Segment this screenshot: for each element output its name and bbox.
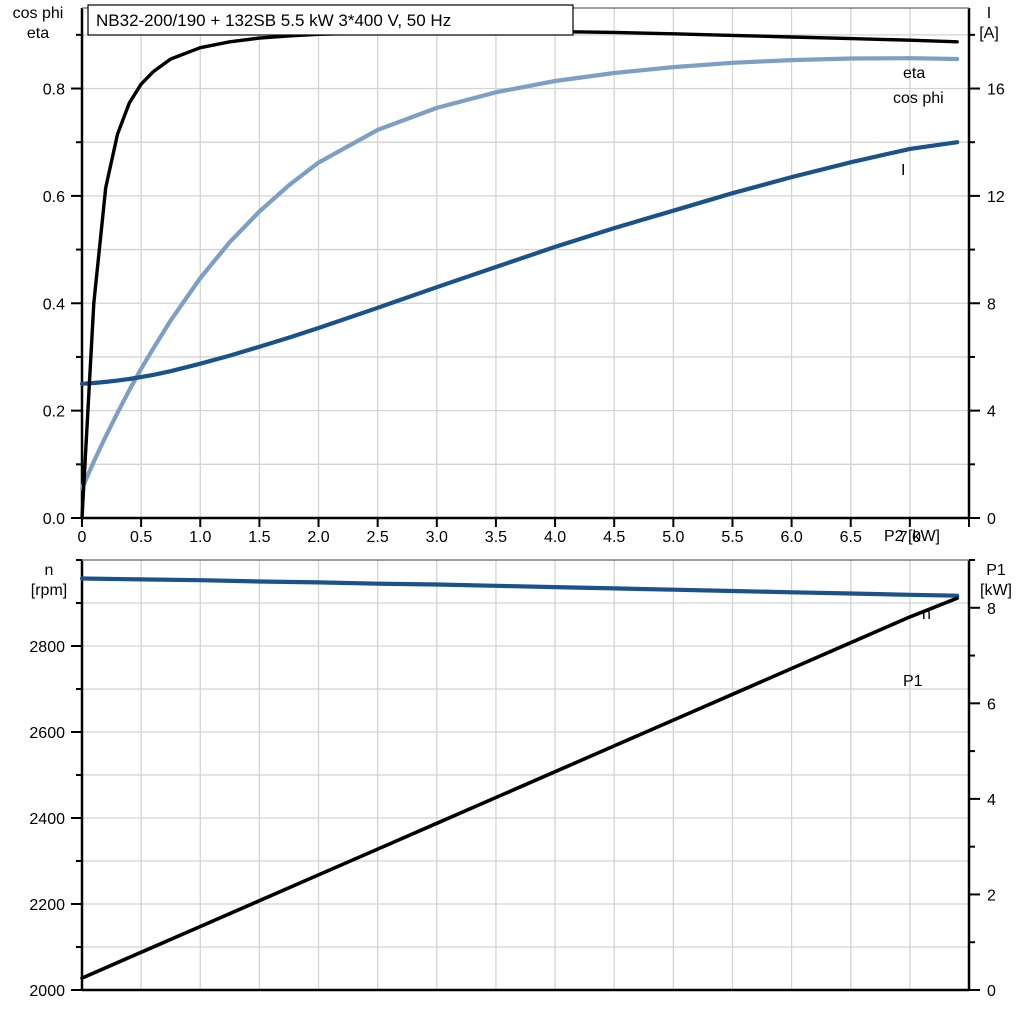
- bottom-chart-ticks: [71, 559, 980, 991]
- svg-text:4: 4: [987, 792, 996, 809]
- svg-text:0: 0: [78, 529, 87, 545]
- svg-text:0.0: 0.0: [43, 511, 65, 528]
- eta-curve: [80, 29, 959, 520]
- svg-text:2: 2: [987, 887, 996, 904]
- cos-phi-curve-label: cos phi: [893, 90, 944, 107]
- svg-text:5.0: 5.0: [662, 529, 684, 545]
- top-right-axis-title-line1: I: [987, 5, 991, 22]
- svg-text:0.6: 0.6: [43, 189, 65, 206]
- svg-text:2200: 2200: [29, 897, 65, 914]
- svg-text:4: 4: [987, 404, 996, 421]
- speed-curve: [79, 576, 960, 598]
- top-left-axis-title-line1: cos phi: [13, 5, 64, 22]
- top-right-axis-title-line2: [A]: [979, 25, 999, 42]
- svg-text:0.4: 0.4: [43, 296, 65, 313]
- svg-text:7.0: 7.0: [899, 529, 921, 545]
- svg-text:0.5: 0.5: [130, 529, 152, 545]
- svg-text:12: 12: [987, 189, 1005, 206]
- svg-text:8: 8: [987, 296, 996, 313]
- bottom-left-axis-title-line1: n: [45, 562, 54, 579]
- power-input-curve: [80, 596, 960, 980]
- svg-text:2.5: 2.5: [367, 529, 389, 545]
- top-chart-svg: cos phi eta I [A] P2 [kW] eta cos phi I …: [13, 4, 1005, 545]
- chart-title: NB32-200/190 + 132SB 5.5 kW 3*400 V, 50 …: [96, 11, 451, 30]
- svg-text:2.0: 2.0: [307, 529, 329, 545]
- svg-text:4.0: 4.0: [544, 529, 566, 545]
- current-curve-label: I: [901, 162, 905, 179]
- svg-text:2800: 2800: [29, 639, 65, 656]
- top-left-axis-title-line2: eta: [27, 25, 49, 42]
- svg-text:6.5: 6.5: [840, 529, 862, 545]
- svg-text:5.5: 5.5: [721, 529, 743, 545]
- svg-text:2000: 2000: [29, 983, 65, 1000]
- svg-text:0: 0: [987, 511, 996, 528]
- speed-curve-label: n: [922, 606, 931, 623]
- bottom-chart: n [rpm] P1 [kW] n P1 2000 2200 2400 2600 280…: [0, 550, 1024, 1024]
- svg-text:0.2: 0.2: [43, 404, 65, 421]
- bottom-chart-svg: n [rpm] P1 [kW] n P1 2000220024002600280…: [29, 559, 1012, 1000]
- top-x-axis-title: P2 [kW]: [884, 528, 940, 545]
- current-curve: [79, 140, 960, 386]
- power-input-curve-label: P1: [903, 673, 923, 690]
- svg-text:16: 16: [987, 82, 1005, 99]
- svg-text:3.5: 3.5: [485, 529, 507, 545]
- svg-text:0.8: 0.8: [43, 82, 65, 99]
- svg-text:6: 6: [987, 696, 996, 713]
- bottom-right-axis-title-line2: [kW]: [980, 582, 1012, 599]
- svg-text:2600: 2600: [29, 725, 65, 742]
- svg-text:4.5: 4.5: [603, 529, 625, 545]
- top-chart-ticks: [71, 33, 980, 527]
- title-box: [87, 4, 574, 36]
- svg-text:1.0: 1.0: [189, 529, 211, 545]
- svg-text:2400: 2400: [29, 811, 65, 828]
- top-chart-gridlines: [82, 8, 970, 518]
- svg-text:0: 0: [987, 983, 996, 1000]
- bottom-right-axis-title-line1: P1: [986, 562, 1006, 579]
- svg-text:6.0: 6.0: [780, 529, 802, 545]
- svg-text:3.0: 3.0: [426, 529, 448, 545]
- bottom-left-axis-title-line2: [rpm]: [31, 582, 67, 599]
- cos-phi-curve: [79, 56, 960, 491]
- eta-curve-label: eta: [903, 65, 925, 82]
- top-chart: cos phi eta I [A] P2 [kW] eta cos phi I …: [13, 4, 1005, 545]
- bottom-chart-gridlines: [82, 560, 970, 990]
- svg-text:1.5: 1.5: [248, 529, 270, 545]
- svg-text:8: 8: [987, 601, 996, 618]
